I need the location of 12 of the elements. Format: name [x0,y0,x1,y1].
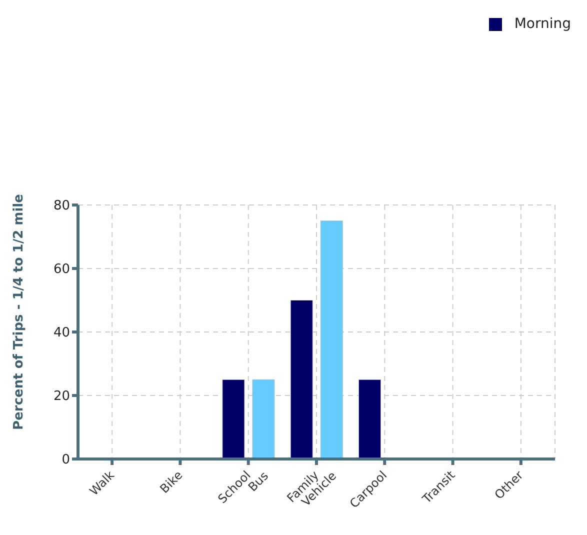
bar [358,379,381,459]
y-tick-label: 20 [53,389,70,404]
y-tick-label: 80 [53,198,70,214]
legend-label: Morning [514,16,571,32]
bar [290,300,313,459]
y-tick-label: 0 [62,452,70,468]
y-axis-title: Percent of Trips - 1/4 to 1/2 mile [12,194,27,430]
y-tick-label: 40 [53,326,70,341]
bar [252,379,275,459]
y-tick-label: 60 [53,262,70,278]
bar [222,379,245,459]
bar [320,220,343,459]
